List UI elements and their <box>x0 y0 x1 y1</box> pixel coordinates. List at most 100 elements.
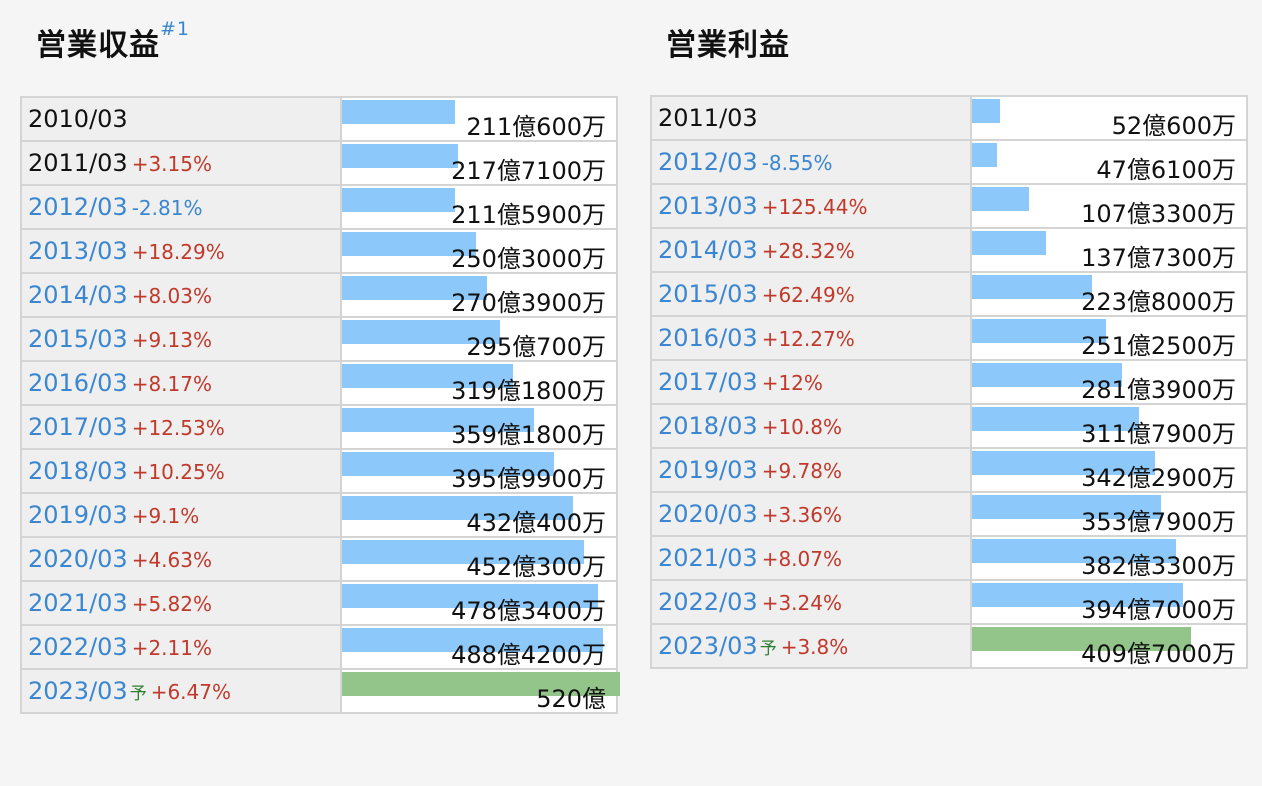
revenue-title: 営業収益#1 <box>36 18 191 63</box>
bar-cell: 488億4200万 <box>340 624 618 670</box>
revenue-footnote-link[interactable]: #1 <box>160 18 191 40</box>
table-row: 2012/03 -8.55% 47億6100万 <box>650 139 1248 185</box>
period-label[interactable]: 2021/03 <box>28 589 128 617</box>
value-label: 394億7000万 <box>1081 596 1236 624</box>
change-percent: +9.13% <box>131 328 212 352</box>
bar-cell: 211億5900万 <box>340 184 618 230</box>
period-label[interactable]: 2022/03 <box>28 633 128 661</box>
bar-cell: 311億7900万 <box>970 403 1248 449</box>
period-cell: 2023/03 予 +6.47% <box>20 668 342 714</box>
table-row: 2013/03 +125.44% 107億3300万 <box>650 183 1248 229</box>
change-percent: +12% <box>761 371 823 395</box>
period-cell: 2015/03 +62.49% <box>650 271 972 317</box>
table-row: 2016/03 +12.27% 251億2500万 <box>650 315 1248 361</box>
period-label[interactable]: 2012/03 <box>658 148 758 176</box>
value-bar <box>972 539 1176 563</box>
value-label: 342億2900万 <box>1081 464 1236 492</box>
period-label[interactable]: 2016/03 <box>658 324 758 352</box>
bar-cell: 281億3900万 <box>970 359 1248 405</box>
value-label: 452億300万 <box>466 553 606 581</box>
bar-cell: 478億3400万 <box>340 580 618 626</box>
period-label[interactable]: 2019/03 <box>28 501 128 529</box>
table-row: 2017/03 +12.53% 359億1800万 <box>20 404 618 450</box>
period-label: 2011/03 <box>658 104 758 132</box>
period-cell: 2010/03 <box>20 96 342 142</box>
period-label[interactable]: 2016/03 <box>28 369 128 397</box>
value-label: 359億1800万 <box>451 421 606 449</box>
period-label[interactable]: 2019/03 <box>658 456 758 484</box>
period-cell: 2013/03 +125.44% <box>650 183 972 229</box>
value-label: 311億7900万 <box>1081 420 1236 448</box>
period-label[interactable]: 2014/03 <box>28 281 128 309</box>
period-cell: 2017/03 +12% <box>650 359 972 405</box>
table-row: 2018/03 +10.25% 395億9900万 <box>20 448 618 494</box>
value-bar <box>342 276 487 300</box>
period-label[interactable]: 2015/03 <box>28 325 128 353</box>
value-bar <box>972 451 1155 475</box>
period-label[interactable]: 2017/03 <box>658 368 758 396</box>
period-cell: 2021/03 +8.07% <box>650 535 972 581</box>
table-row: 2015/03 +62.49% 223億8000万 <box>650 271 1248 317</box>
period-label[interactable]: 2013/03 <box>658 192 758 220</box>
period-label[interactable]: 2015/03 <box>658 280 758 308</box>
period-label: 2010/03 <box>28 105 128 133</box>
period-label[interactable]: 2021/03 <box>658 544 758 572</box>
value-label: 137億7300万 <box>1081 244 1236 272</box>
period-cell: 2013/03 +18.29% <box>20 228 342 274</box>
period-label[interactable]: 2012/03 <box>28 193 128 221</box>
table-row: 2016/03 +8.17% 319億1800万 <box>20 360 618 406</box>
value-label: 211億5900万 <box>451 201 606 229</box>
value-label: 295億700万 <box>466 333 606 361</box>
period-cell: 2019/03 +9.78% <box>650 447 972 493</box>
period-cell: 2012/03 -8.55% <box>650 139 972 185</box>
value-bar <box>972 231 1046 255</box>
change-percent: +3.15% <box>131 152 212 176</box>
table-row: 2020/03 +4.63% 452億300万 <box>20 536 618 582</box>
period-label[interactable]: 2023/03 <box>658 632 758 660</box>
change-percent: +10.25% <box>131 460 225 484</box>
period-cell: 2016/03 +8.17% <box>20 360 342 406</box>
value-bar <box>342 540 584 564</box>
bar-cell: 452億300万 <box>340 536 618 582</box>
value-label: 395億9900万 <box>451 465 606 493</box>
value-label: 488億4200万 <box>451 641 606 669</box>
value-label: 47億6100万 <box>1096 156 1236 184</box>
table-row: 2018/03 +10.8% 311億7900万 <box>650 403 1248 449</box>
period-cell: 2022/03 +3.24% <box>650 579 972 625</box>
period-label[interactable]: 2018/03 <box>28 457 128 485</box>
period-cell: 2023/03 予 +3.8% <box>650 623 972 669</box>
period-cell: 2012/03 -2.81% <box>20 184 342 230</box>
table-row: 2017/03 +12% 281億3900万 <box>650 359 1248 405</box>
change-percent: +5.82% <box>131 592 212 616</box>
period-cell: 2020/03 +3.36% <box>650 491 972 537</box>
period-label[interactable]: 2014/03 <box>658 236 758 264</box>
period-label[interactable]: 2020/03 <box>28 545 128 573</box>
period-label[interactable]: 2023/03 <box>28 677 128 705</box>
table-row: 2010/03 211億600万 <box>20 96 618 142</box>
value-bar <box>972 583 1183 607</box>
period-cell: 2018/03 +10.8% <box>650 403 972 449</box>
table-row: 2015/03 +9.13% 295億700万 <box>20 316 618 362</box>
bar-cell: 409億7000万 <box>970 623 1248 669</box>
bar-cell: 270億3900万 <box>340 272 618 318</box>
period-label[interactable]: 2018/03 <box>658 412 758 440</box>
period-label[interactable]: 2013/03 <box>28 237 128 265</box>
change-percent: +8.17% <box>131 372 212 396</box>
period-label[interactable]: 2020/03 <box>658 500 758 528</box>
period-label[interactable]: 2017/03 <box>28 413 128 441</box>
change-percent: +8.07% <box>761 547 842 571</box>
bar-cell: 359億1800万 <box>340 404 618 450</box>
period-cell: 2011/03 +3.15% <box>20 140 342 186</box>
period-cell: 2020/03 +4.63% <box>20 536 342 582</box>
value-bar <box>972 495 1161 519</box>
bar-cell: 251億2500万 <box>970 315 1248 361</box>
value-label: 409億7000万 <box>1081 640 1236 668</box>
bar-cell: 223億8000万 <box>970 271 1248 317</box>
table-row: 2014/03 +28.32% 137億7300万 <box>650 227 1248 273</box>
value-bar <box>342 100 455 124</box>
period-cell: 2021/03 +5.82% <box>20 580 342 626</box>
change-percent: +3.24% <box>761 591 842 615</box>
period-label[interactable]: 2022/03 <box>658 588 758 616</box>
table-row: 2021/03 +8.07% 382億3300万 <box>650 535 1248 581</box>
value-label: 432億400万 <box>466 509 606 537</box>
